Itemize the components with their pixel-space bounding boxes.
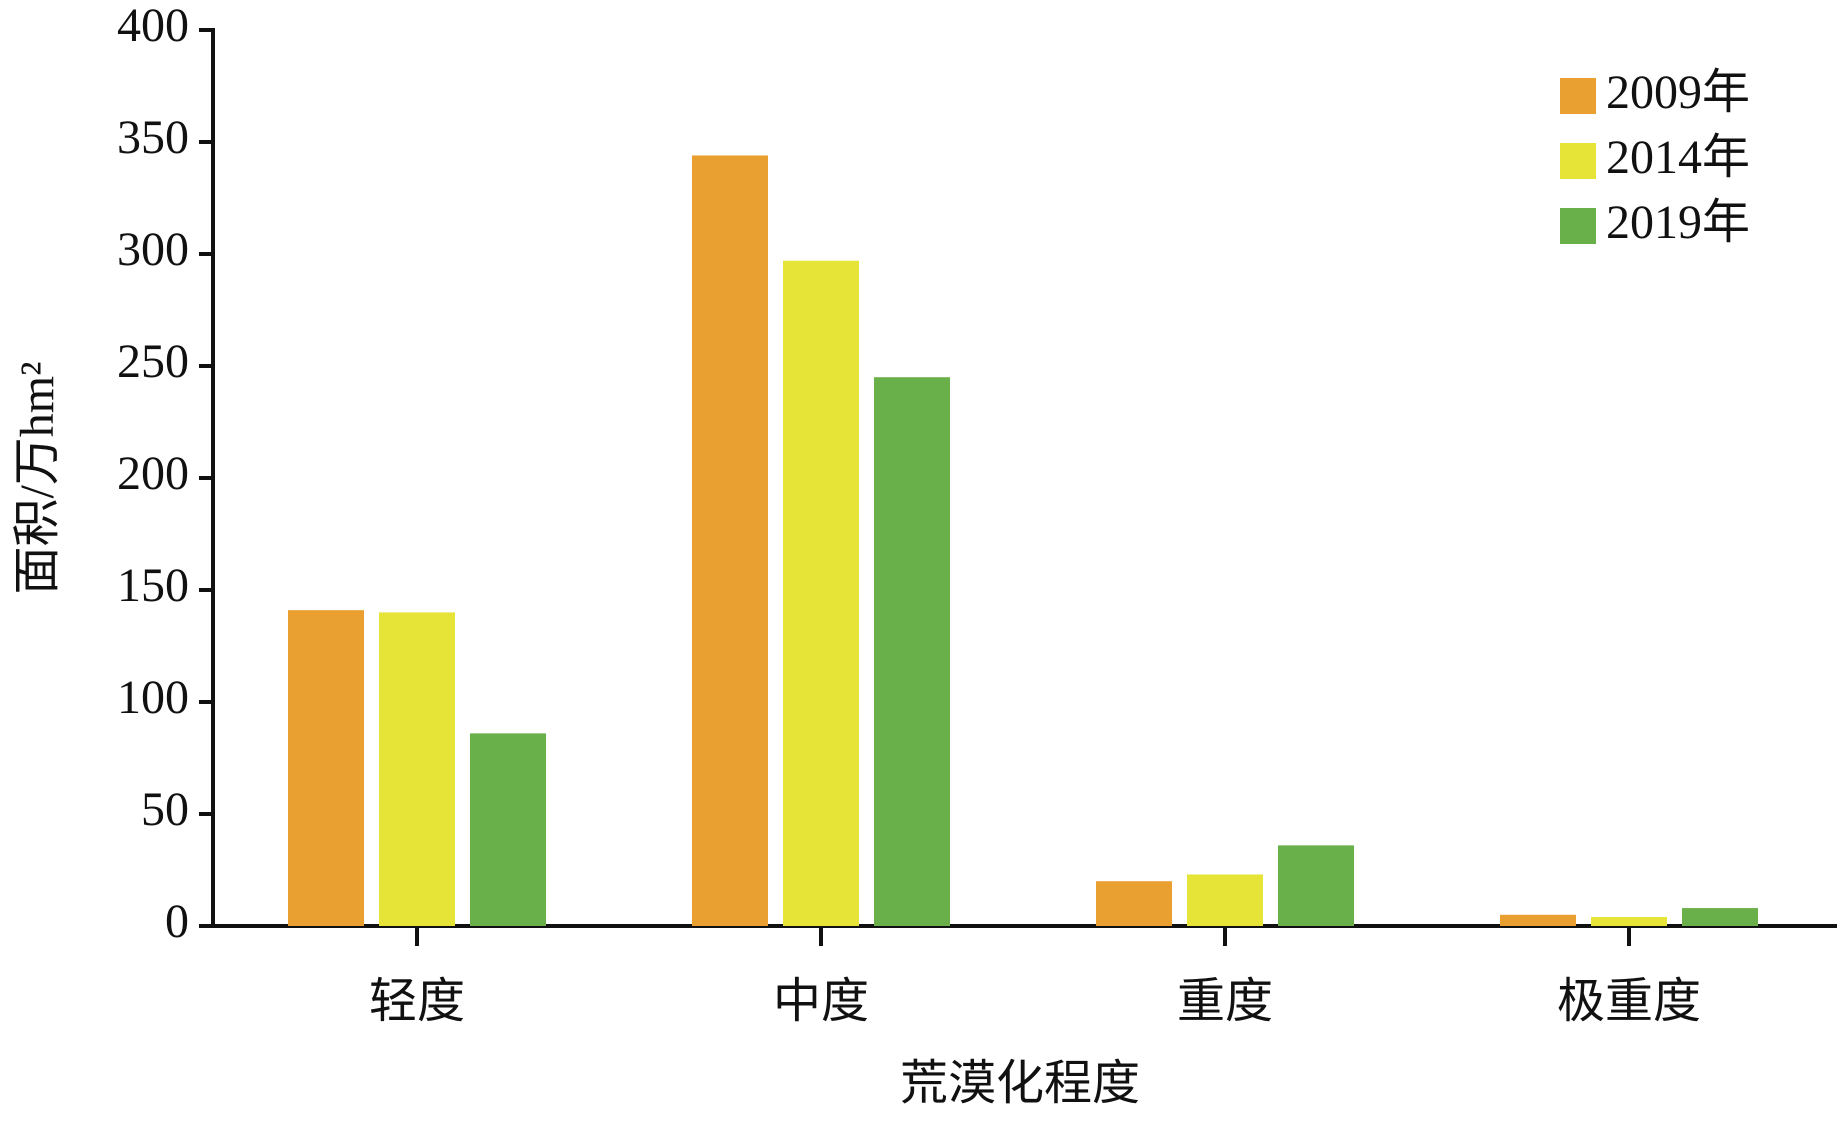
y-tick-label: 50 — [141, 783, 189, 836]
bar — [379, 612, 455, 926]
bar — [1096, 881, 1172, 926]
y-tick-label: 400 — [117, 0, 189, 52]
y-axis-label: 面积/万hm² — [11, 361, 64, 594]
legend-swatch — [1560, 208, 1596, 244]
y-tick-label: 300 — [117, 223, 189, 276]
y-tick-label: 200 — [117, 447, 189, 500]
bar — [1591, 917, 1667, 926]
legend-swatch — [1560, 78, 1596, 114]
bar — [783, 260, 859, 927]
legend-label: 2009年 — [1606, 66, 1750, 119]
bar — [1682, 908, 1758, 926]
bar — [692, 155, 768, 926]
bar — [1500, 914, 1576, 926]
legend-swatch — [1560, 143, 1596, 179]
y-tick-label: 0 — [165, 895, 189, 948]
bar — [1187, 874, 1263, 926]
y-tick-label: 250 — [117, 335, 189, 388]
bar — [470, 733, 546, 926]
y-tick-label: 350 — [117, 111, 189, 164]
bar — [874, 377, 950, 926]
x-tick-label: 中度 — [773, 975, 869, 1028]
x-tick-label: 极重度 — [1557, 975, 1701, 1028]
bar — [1278, 845, 1354, 926]
bar — [288, 610, 364, 926]
x-tick-label: 重度 — [1177, 975, 1273, 1028]
legend-label: 2019年 — [1606, 196, 1750, 249]
y-tick-label: 100 — [117, 671, 189, 724]
x-tick-label: 轻度 — [369, 975, 465, 1028]
x-axis-label: 荒漠化程度 — [900, 1057, 1140, 1110]
legend-label: 2014年 — [1606, 131, 1750, 184]
y-tick-label: 150 — [117, 559, 189, 612]
